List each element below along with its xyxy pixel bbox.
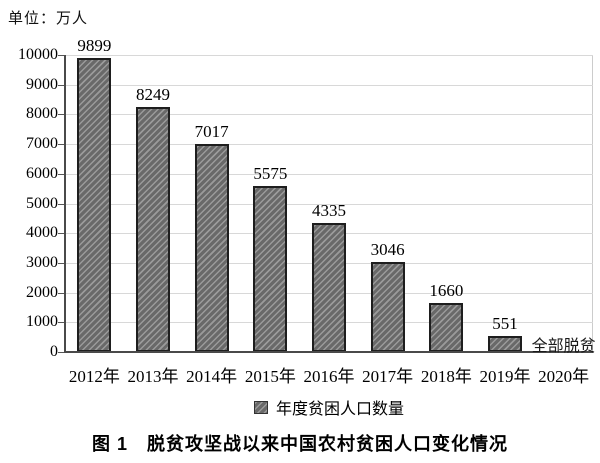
gridline — [65, 144, 593, 146]
bar-2017年 — [370, 261, 405, 352]
y-axis-tick-label: 2000 — [26, 283, 58, 301]
bar-value-label: 5575 — [253, 164, 288, 184]
y-axis-tick — [58, 84, 64, 86]
x-axis-line — [64, 351, 593, 353]
y-axis-tick — [58, 352, 64, 353]
legend-label: 年度贫困人口数量 — [275, 401, 404, 418]
y-axis-tick-label: 10000 — [18, 46, 58, 63]
legend-hatched-swatch-icon — [253, 400, 268, 414]
bar-value-label: 9899 — [77, 35, 112, 55]
annotation-label: 全部脱贫 — [531, 338, 596, 355]
y-axis-tick — [58, 292, 64, 294]
y-axis-line — [64, 55, 66, 352]
figure-caption: 图 1 脱贫攻坚战以来中国农村贫困人口变化情况 — [91, 434, 508, 454]
bar-2019年 — [488, 335, 522, 352]
x-axis-tick-label: 2018年 — [420, 367, 472, 386]
y-axis-tick-label: 7000 — [26, 135, 58, 153]
unit-label: 单位：万人 — [8, 11, 89, 27]
bar-2016年 — [312, 223, 346, 352]
x-axis-tick-label: 2016年 — [303, 367, 355, 386]
bar-value-label: 8249 — [136, 85, 170, 104]
bar-2013年 — [136, 107, 170, 352]
y-axis-tick-label: 6000 — [26, 164, 58, 182]
gridline — [65, 114, 593, 116]
x-axis-tick-label: 2014年 — [186, 367, 238, 386]
x-axis-tick-label: 2020年 — [538, 367, 590, 386]
gridline — [65, 84, 593, 86]
bar-value-label: 551 — [492, 313, 518, 333]
gridline — [65, 55, 593, 56]
y-axis-tick-label: 4000 — [26, 224, 58, 242]
x-axis-tick-label: 2015年 — [244, 367, 296, 386]
gridline — [65, 173, 593, 175]
bar-value-label: 7017 — [194, 121, 229, 141]
y-axis-tick-label: 5000 — [26, 194, 58, 212]
x-axis-tick-label: 2013年 — [127, 367, 179, 386]
gridline — [65, 203, 593, 205]
bar-2012年 — [77, 58, 112, 352]
x-axis-tick-label: 2017年 — [362, 367, 414, 386]
legend: 年度贫困人口数量 — [65, 395, 593, 419]
bar-value-label: 3046 — [370, 239, 405, 259]
x-axis-tick-label: 2012年 — [68, 367, 120, 386]
plot-area — [58, 55, 593, 353]
bar-2014年 — [194, 143, 229, 352]
y-axis-tick — [58, 262, 64, 264]
y-axis-tick — [58, 322, 64, 324]
y-axis-tick — [58, 173, 64, 175]
bar-2018年 — [429, 302, 464, 352]
y-axis-tick — [58, 114, 64, 116]
y-axis-tick-label: 9000 — [26, 75, 58, 93]
y-axis-tick — [58, 144, 64, 146]
bar-value-label: 4335 — [312, 201, 346, 221]
y-axis-tick — [58, 233, 64, 235]
bar-2015年 — [253, 186, 288, 352]
y-axis-tick-label: 1000 — [26, 313, 58, 331]
y-axis-tick — [58, 55, 64, 56]
y-axis-tick-label: 3000 — [26, 253, 58, 271]
bar-value-label: 1660 — [429, 280, 464, 300]
x-axis-tick-label: 2019年 — [479, 367, 531, 386]
y-axis-tick — [58, 203, 64, 205]
y-axis-tick-label: 0 — [50, 343, 58, 360]
y-axis-tick-label: 8000 — [26, 105, 58, 123]
